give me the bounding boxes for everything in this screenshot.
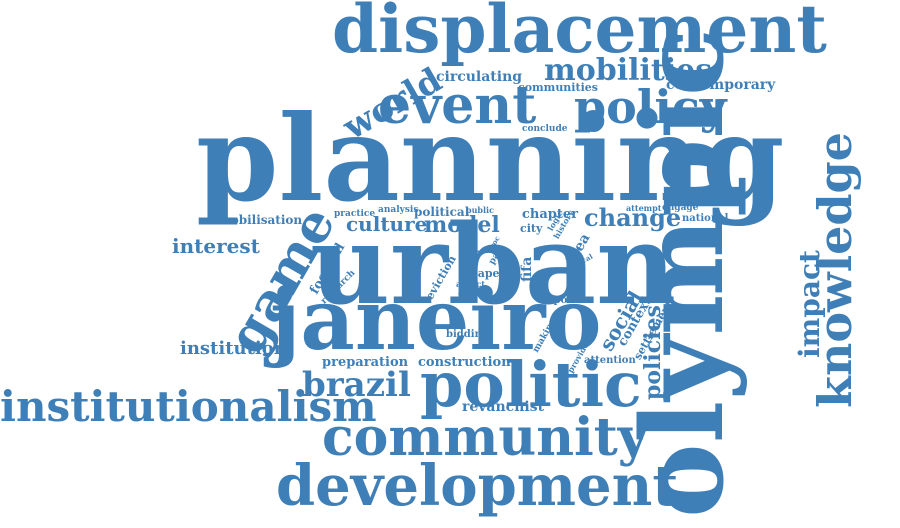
word-city: city: [520, 222, 543, 235]
word-impact: impact: [793, 250, 826, 358]
word-sport: sport: [548, 295, 578, 306]
word-change: change: [584, 203, 682, 232]
word-analysis: analysis: [378, 205, 419, 215]
word-communities: communities: [518, 81, 598, 94]
word-institution: institution: [180, 338, 287, 359]
word-contemporary: contemporary: [666, 77, 776, 93]
word-practice: practice: [334, 209, 376, 219]
word-mobilisation: mobilisation: [218, 213, 303, 227]
word-development: development: [276, 453, 679, 519]
word-bidding: bidding: [446, 329, 489, 340]
word-public: public: [466, 205, 494, 215]
word-janeiro: janeiro: [270, 270, 602, 369]
word-brazil: brazil: [302, 365, 411, 405]
word-displacement: displacement: [332, 0, 827, 68]
word-engage: engage: [662, 203, 699, 213]
word-conclude: conclude: [522, 124, 568, 134]
word-fifa: fifa: [519, 256, 535, 282]
word-mobilities: mobilities: [544, 53, 713, 88]
word-planning: planning: [196, 89, 785, 228]
word-interest: interest: [172, 234, 260, 258]
word-national: national: [682, 213, 729, 224]
word-policy: policy: [574, 80, 727, 134]
word-culture: culture: [346, 212, 428, 236]
word-event: event: [378, 75, 537, 136]
word-politic: politic: [420, 348, 642, 421]
word-chapter: chapter: [522, 207, 579, 222]
word-revanchist: revanchist: [462, 399, 545, 415]
word-institutionalism: institutionalism: [0, 382, 377, 431]
word-model: model: [424, 212, 500, 238]
word-paper: paper: [470, 267, 506, 280]
word-construction: construction: [418, 355, 511, 370]
word-cities: cities: [458, 289, 480, 298]
word-attention: attention: [584, 355, 636, 366]
word-community: community: [322, 407, 648, 468]
word-attempt: attempt: [626, 203, 662, 213]
word-urban: urban: [310, 200, 677, 329]
word-aspect: aspect: [456, 279, 485, 289]
word-preparation: preparation: [322, 355, 409, 370]
word-circulating: circulating: [436, 69, 523, 85]
word-political: political: [414, 205, 470, 219]
